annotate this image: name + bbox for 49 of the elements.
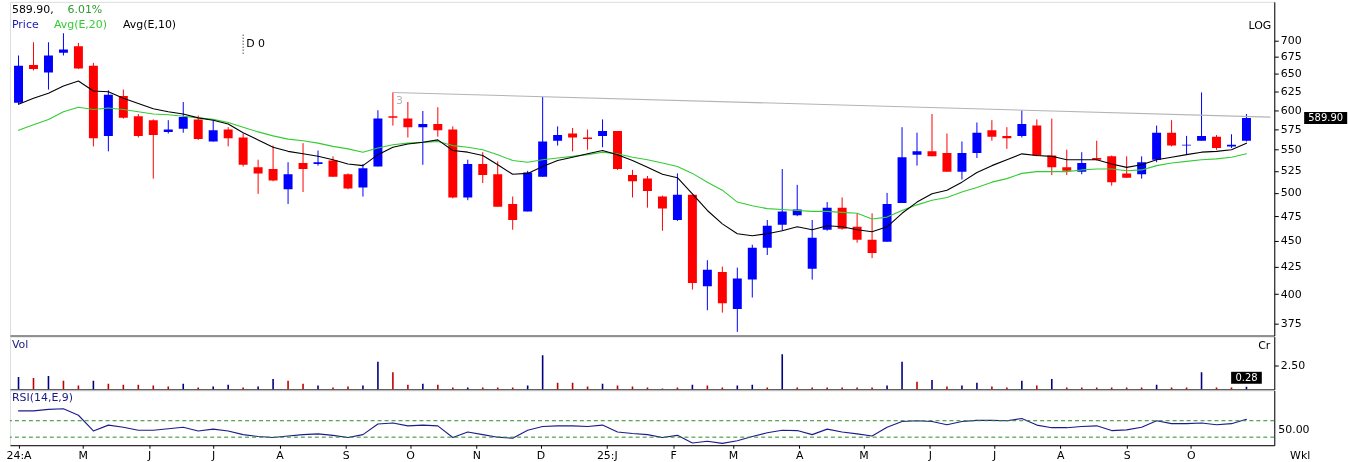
chart-subtitle: 6.01% [67,2,103,16]
x-tick-label: 25:J [596,448,618,462]
ref-line-label: D 0 [246,36,266,50]
data-label: 0.28 [1235,371,1258,383]
y-tick-label: 400 [1280,287,1302,301]
x-tick-label: 24:A [6,448,33,462]
y-tick-label: 375 [1280,316,1302,330]
y-tick-label: 550 [1280,143,1302,157]
chart-title: RSI(14,E,9) [11,391,73,405]
y-tick-label: 650 [1280,67,1302,81]
series-label: 3 [395,94,403,108]
y-tick-label: 500 [1280,186,1302,200]
annotation: LOG [1248,18,1272,32]
y-tick-label: 575 [1280,123,1302,137]
x-tick-label: A [1057,448,1066,462]
x-tick-label: M [78,448,88,462]
x-tick-label: S [1123,448,1131,462]
x-tick-label: O [1187,448,1196,462]
x-tick-label: S [342,448,350,462]
chart-title: 589.90, [11,2,54,16]
x-tick-label: J [146,448,152,462]
x-tick-label: J [211,448,216,462]
text: Avg(E,20) [53,17,108,31]
x-tick-label: A [276,448,285,462]
x-tick-label: N [472,448,481,462]
y-tick-label: 600 [1280,103,1302,117]
x-tick-label: J [927,448,932,462]
x-tick-label: M [728,448,739,462]
y-tick-label: 450 [1280,234,1302,248]
x-axis-title: Wkl [1290,449,1311,462]
y-tick-label: 475 [1280,209,1302,223]
y-axis-title: Cr [1258,338,1271,352]
y-tick-label: 675 [1280,50,1302,64]
text: Avg(E,10) [123,17,177,31]
text: 589.90 [1308,111,1344,123]
y-tick-label: 700 [1280,33,1302,47]
x-tick-label: A [796,448,805,462]
x-tick-label: M [859,448,869,462]
text: Price [11,17,39,31]
chart-title: Vol [11,337,29,351]
y-tick-label: 625 [1280,85,1302,99]
x-tick-label: F [670,448,677,462]
y-tick-label: 525 [1280,164,1302,178]
y-tick-label: 425 [1280,260,1302,274]
x-tick-label: D [536,448,546,462]
x-tick-label: J [991,448,997,462]
y-tick-label: 2.50 [1280,359,1306,373]
x-tick-label: O [406,448,415,462]
text: 50.00 [1278,422,1310,436]
